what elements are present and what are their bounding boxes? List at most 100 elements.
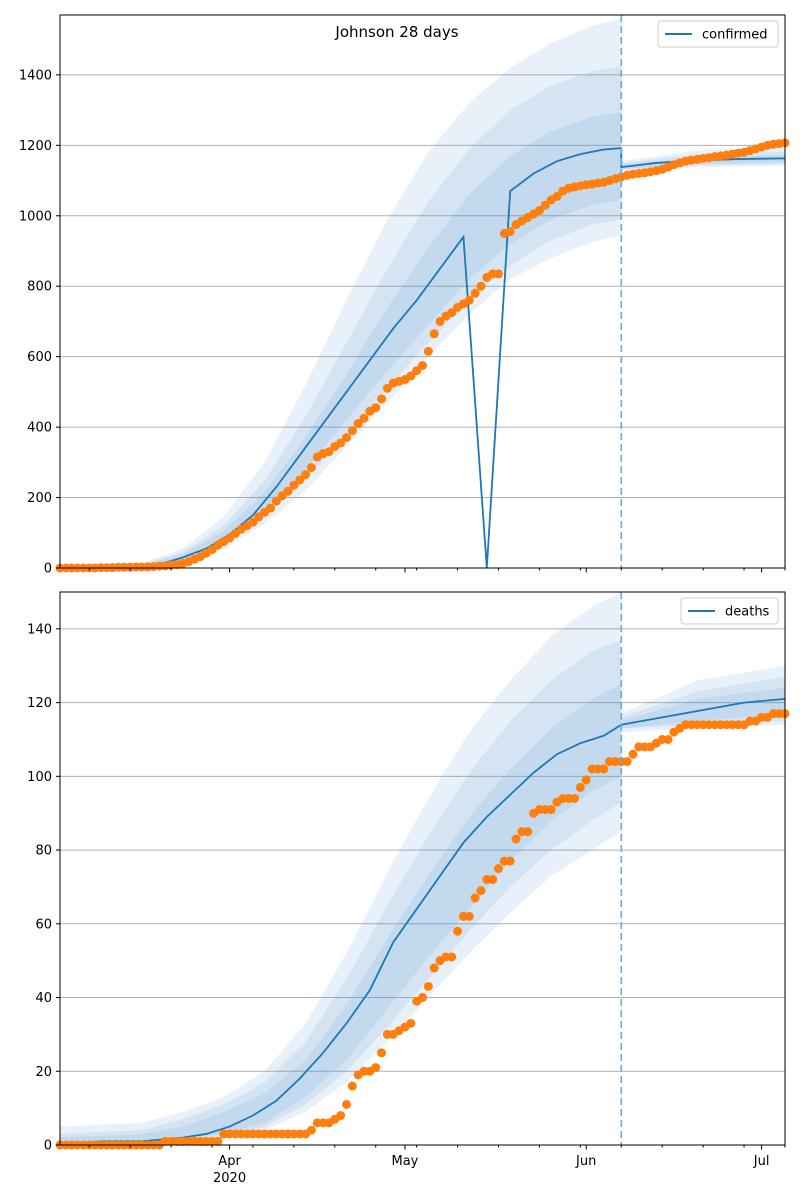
deaths-model-path — [59, 698, 786, 1146]
confirmed-observed-point — [353, 419, 363, 429]
deaths-observed-point — [505, 856, 515, 866]
deaths-observed-point — [418, 993, 427, 1003]
confirmed-y-tick-label: 800 — [27, 280, 52, 295]
confirmed-y-tick-label: 1200 — [19, 139, 52, 154]
confirmed-observed-point — [295, 475, 305, 485]
deaths-panel: 0 20 40 60 80 100 120 140 Apr 2020 May Jun Jul deat… — [27, 591, 790, 1186]
confirmed-observed-point — [341, 433, 351, 443]
deaths-observed-point — [511, 834, 521, 844]
deaths-observed-point — [476, 886, 486, 896]
deaths-x-ticks: Apr 2020 May Jun Jul — [88, 1145, 786, 1186]
deaths-y-tick-label: 0 — [44, 1139, 52, 1154]
deaths-observed-point — [377, 1048, 387, 1058]
confirmed-model-path — [59, 147, 786, 569]
confirmed-observed-point — [534, 205, 544, 215]
deaths-y-tick-label: 60 — [35, 917, 52, 932]
deaths-legend-label: deaths — [725, 605, 770, 620]
confirmed-observed-point — [248, 517, 258, 527]
confirmed-grid — [60, 74, 785, 499]
deaths-x-tick-label: Apr — [218, 1154, 241, 1169]
confirmed-y-tick-label: 200 — [27, 491, 52, 506]
confirmed-observed-point — [412, 366, 422, 376]
confirmed-observed-point — [371, 403, 381, 413]
confirmed-observed-point — [283, 486, 293, 496]
deaths-y-tick-label: 20 — [35, 1065, 52, 1080]
confirmed-legend-box — [657, 20, 779, 48]
confirmed-observed-point — [447, 308, 457, 318]
deaths-plot-frame — [59, 591, 786, 1146]
deaths-y-ticks: 0 20 40 60 80 100 120 140 — [27, 622, 60, 1154]
confirmed-legend: confirmed — [657, 20, 779, 48]
confirmed-y-tick-label: 400 — [27, 421, 52, 436]
confirmed-interval-band-2 — [60, 66, 785, 569]
confirmed-observed-point — [347, 426, 357, 436]
deaths-observed-point — [470, 893, 480, 903]
deaths-x-tick-label: Jul — [753, 1154, 770, 1169]
deaths-y-tick-label: 80 — [35, 844, 52, 859]
deaths-x-tick-sublabel: 2020 — [213, 1171, 246, 1186]
confirmed-observed-point — [306, 463, 316, 473]
confirmed-y-tick-label: 600 — [27, 350, 52, 365]
confirmed-observed-point — [418, 360, 427, 370]
confirmed-observed-point — [265, 503, 275, 513]
deaths-y-tick-label: 100 — [27, 770, 52, 785]
confirmed-observed-point — [359, 413, 369, 423]
confirmed-observed-point — [377, 394, 387, 404]
deaths-observed-point — [406, 1018, 416, 1028]
deaths-observed-point — [546, 805, 556, 815]
confirmed-observed-point — [435, 316, 445, 326]
deaths-observed-point — [423, 981, 433, 991]
deaths-y-tick-label: 40 — [35, 991, 52, 1006]
confirmed-observed-point — [464, 295, 474, 305]
deaths-y-tick-label: 140 — [27, 622, 52, 637]
deaths-observed-point — [453, 926, 463, 936]
deaths-observed-point — [663, 734, 673, 744]
confirmed-observed-point — [552, 191, 562, 201]
confirmed-observed-point — [406, 371, 416, 381]
confirmed-observed-point — [423, 346, 433, 356]
confirmed-observed-point — [470, 288, 480, 298]
deaths-observed-point — [488, 875, 498, 885]
confirmed-observed-point — [301, 470, 311, 480]
deaths-grid — [60, 628, 785, 1072]
confirmed-observed-point — [382, 383, 392, 393]
deaths-observed-point — [575, 782, 585, 792]
deaths-observed-point — [347, 1081, 357, 1091]
deaths-observed-point — [599, 764, 609, 774]
confirmed-y-tick-label: 1000 — [19, 209, 52, 224]
confirmed-observed-point — [336, 438, 346, 448]
deaths-interval-band-1 — [60, 592, 785, 1145]
confirmed-panel: 0 200 400 600 800 1000 1200 1400 Johnson 28 day… — [19, 14, 790, 577]
confirmed-model-line — [59, 147, 786, 569]
confirmed-legend-label: confirmed — [702, 28, 768, 43]
figure-title: Johnson 28 days — [334, 23, 458, 41]
confirmed-observed-point — [540, 200, 550, 210]
confirmed-observed-point — [289, 480, 299, 490]
confirmed-observed-point — [505, 227, 515, 237]
confirmed-y-tick-label: 1400 — [19, 68, 52, 83]
deaths-observed-point — [464, 911, 474, 921]
confirmed-observed-point — [271, 496, 281, 506]
confirmed-plot-frame — [59, 14, 786, 569]
deaths-observed-point — [622, 757, 632, 767]
deaths-x-tick-label: Jun — [575, 1154, 596, 1169]
deaths-legend-box — [680, 597, 779, 625]
deaths-observed-point — [336, 1111, 346, 1121]
deaths-y-tick-label: 120 — [27, 696, 52, 711]
deaths-observed-point — [628, 749, 638, 759]
confirmed-y-tick-label: 0 — [44, 562, 52, 577]
deaths-x-tick-label: May — [392, 1154, 419, 1169]
deaths-model-line — [59, 698, 786, 1146]
confirmed-observed-point — [324, 447, 334, 457]
deaths-observed-point — [447, 952, 457, 962]
deaths-observed-point — [494, 864, 504, 873]
deaths-observed-point — [429, 963, 439, 973]
deaths-observed-point — [341, 1099, 351, 1109]
deaths-legend: deaths — [680, 597, 779, 625]
confirmed-y-ticks: 0 200 400 600 800 1000 1200 1400 — [19, 68, 60, 577]
deaths-observed-point — [213, 1136, 223, 1146]
deaths-observed-point — [306, 1125, 316, 1135]
deaths-observed-point — [570, 793, 580, 803]
